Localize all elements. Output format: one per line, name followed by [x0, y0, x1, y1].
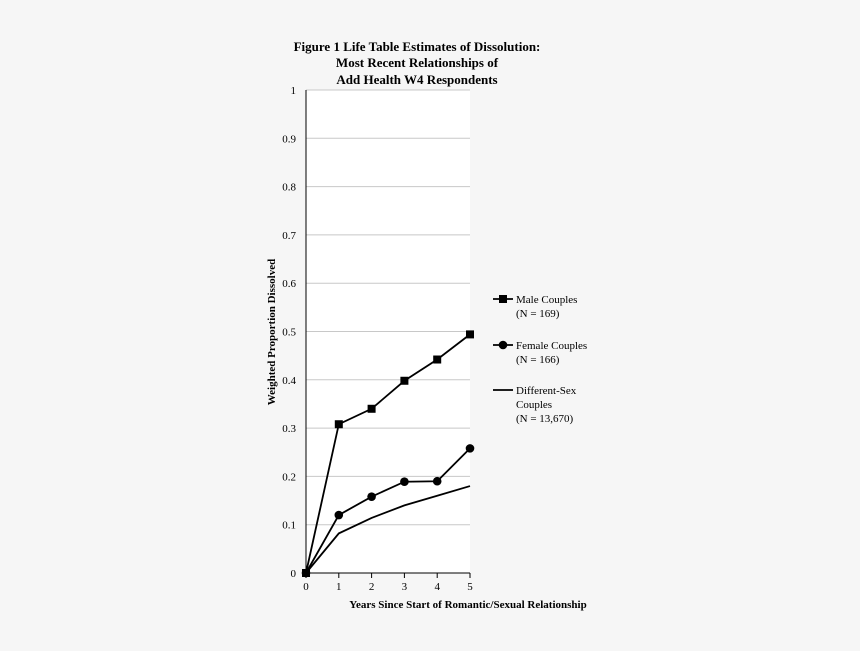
data-point-marker [334, 420, 343, 429]
legend-label: (N = 166) [516, 354, 560, 366]
y-tick-label: 0.8 [282, 182, 296, 194]
data-point-marker [466, 330, 474, 339]
legend-label: (N = 13,670) [516, 413, 574, 425]
legend-label: Couples [516, 399, 552, 411]
series-different-sex-couples [305, 485, 471, 574]
y-tick-label: 0 [291, 568, 297, 580]
legend-label: Different-Sex [516, 385, 577, 397]
x-tick-label: 0 [303, 581, 309, 593]
y-tick-label: 0.5 [282, 327, 296, 339]
legend-label: (N = 169) [516, 308, 560, 320]
series-lines [301, 330, 475, 578]
x-tick-label: 5 [467, 581, 473, 593]
data-point-marker [400, 477, 409, 487]
x-tick-label: 1 [336, 581, 342, 593]
series-line [305, 447, 471, 574]
series-female-couples [301, 444, 475, 578]
chart-title-line-1: Figure 1 Life Table Estimates of Dissolu… [294, 39, 541, 54]
y-tick-label: 0.9 [282, 133, 296, 145]
data-point-marker [433, 355, 442, 364]
x-tick-label: 4 [434, 581, 440, 593]
chart-title-line-2: Most Recent Relationships of [336, 55, 499, 70]
y-axis-title: Weighted Proportion Dissolved [266, 259, 278, 405]
y-tick-label: 0.1 [282, 520, 296, 532]
chart-title-line-3: Add Health W4 Respondents [336, 72, 497, 87]
y-tick-label: 0.6 [282, 278, 296, 290]
legend-swatch-marker [498, 340, 508, 350]
y-axis-ticks: 0 0.1 0.2 0.3 0.4 0.5 0.6 0.7 0.8 0.9 1 [282, 85, 296, 580]
data-point-marker [367, 492, 376, 501]
x-axis-ticks: 0 1 2 3 4 5 [303, 573, 473, 593]
legend: Male Couples (N = 169) Female Couples (N = … [493, 294, 587, 425]
legend-item: Different-Sex Couples (N = 13,670) [493, 385, 577, 425]
gridlines [306, 89, 470, 526]
y-tick-label: 0.3 [282, 423, 296, 435]
data-point-marker [367, 404, 376, 413]
legend-swatch-marker [499, 295, 507, 303]
chart-title: Figure 1 Life Table Estimates of Dissolu… [294, 39, 541, 87]
x-tick-label: 2 [369, 581, 375, 593]
data-point-marker [400, 376, 409, 385]
y-tick-label: 0.2 [282, 471, 296, 483]
legend-item: Male Couples (N = 169) [493, 294, 577, 320]
data-point-marker [334, 510, 344, 520]
y-tick-label: 0.7 [282, 230, 296, 242]
legend-item: Female Couples (N = 166) [493, 340, 587, 366]
legend-label: Female Couples [516, 340, 587, 352]
y-tick-label: 0.4 [282, 375, 296, 387]
series-line [305, 485, 471, 574]
data-point-marker [432, 476, 442, 486]
series-line [305, 333, 471, 574]
data-point-marker [465, 444, 475, 453]
x-axis-title: Years Since Start of Romantic/Sexual Rel… [349, 599, 586, 611]
y-tick-label: 1 [291, 85, 297, 97]
x-tick-label: 3 [402, 581, 408, 593]
legend-label: Male Couples [516, 294, 577, 306]
